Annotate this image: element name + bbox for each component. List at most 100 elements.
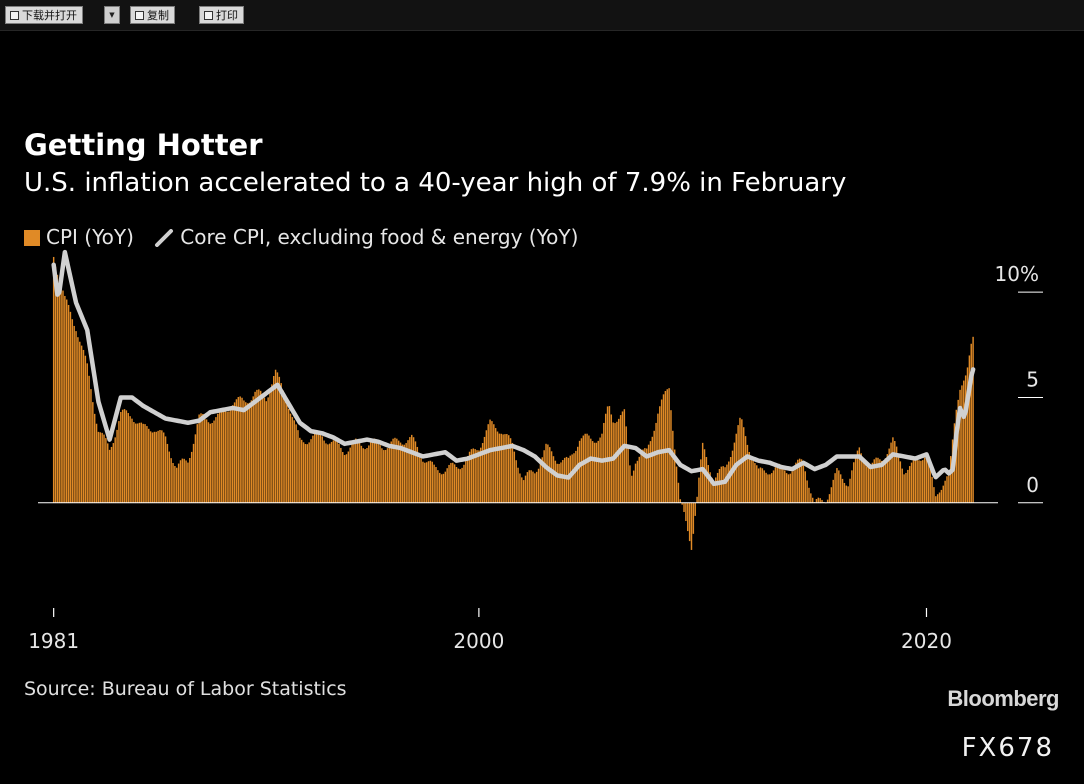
cpi-bar bbox=[153, 431, 156, 503]
cpi-bar bbox=[211, 422, 213, 503]
cpi-bar bbox=[334, 439, 336, 503]
cpi-bar bbox=[457, 468, 460, 503]
cpi-bar bbox=[701, 442, 704, 503]
cpi-bar bbox=[618, 418, 620, 503]
copy-button[interactable]: 复制 bbox=[130, 6, 175, 24]
cpi-bar bbox=[789, 473, 792, 503]
cpi-bar bbox=[830, 487, 833, 503]
cpi-bar bbox=[894, 441, 896, 503]
cpi-bar bbox=[388, 445, 391, 503]
cpi-bar bbox=[336, 440, 338, 503]
cpi-bar bbox=[867, 467, 870, 503]
cpi-bar bbox=[908, 466, 911, 503]
cpi-bar bbox=[455, 467, 458, 503]
cpi-bar bbox=[877, 457, 879, 503]
cpi-bar bbox=[204, 416, 206, 503]
cpi-bar bbox=[293, 420, 295, 503]
cpi-bar bbox=[498, 433, 501, 503]
cpi-bar bbox=[597, 440, 599, 503]
cpi-bar bbox=[836, 468, 838, 503]
cpi-bar bbox=[252, 396, 254, 503]
cpi-bar bbox=[273, 376, 275, 503]
cpi-bar bbox=[213, 420, 215, 503]
cpi-bar bbox=[409, 437, 411, 503]
cpi-bar bbox=[315, 431, 318, 503]
cpi-bar bbox=[54, 266, 57, 503]
cpi-bar bbox=[289, 413, 292, 503]
cpi-bar bbox=[875, 457, 877, 503]
cpi-bar bbox=[306, 444, 309, 503]
cpi-bar bbox=[646, 448, 648, 503]
cpi-bar bbox=[787, 474, 790, 503]
cpi-bar bbox=[198, 414, 200, 503]
cpi-bar bbox=[323, 440, 325, 503]
cpi-bar bbox=[785, 473, 788, 503]
cpi-bar bbox=[694, 502, 696, 516]
cpi-bar bbox=[69, 311, 72, 503]
cpi-bar bbox=[923, 457, 926, 503]
cpi-bar bbox=[834, 473, 836, 503]
cpi-bar bbox=[418, 452, 420, 503]
cpi-bar bbox=[480, 447, 482, 503]
cpi-bar bbox=[108, 449, 111, 503]
cpi-bar bbox=[606, 406, 609, 503]
source-note: Source: Bureau of Labor Statistics bbox=[24, 678, 347, 700]
cpi-bar bbox=[207, 422, 210, 503]
cpi-bar bbox=[287, 408, 290, 503]
cpi-bar bbox=[754, 463, 756, 503]
cpi-bar bbox=[860, 453, 862, 503]
cpi-bar bbox=[448, 464, 450, 503]
cpi-bar bbox=[772, 470, 775, 503]
cpi-bar bbox=[541, 457, 544, 503]
cpi-bar bbox=[912, 460, 915, 503]
cpi-bar bbox=[168, 451, 171, 503]
cpi-bar bbox=[508, 435, 510, 503]
cpi-bar bbox=[757, 468, 760, 503]
cpi-bar bbox=[330, 441, 333, 503]
cpi-bar bbox=[733, 442, 736, 503]
cpi-bar bbox=[97, 431, 100, 503]
cpi-bar bbox=[140, 422, 143, 503]
download-open-button[interactable]: 下载并打开 bbox=[5, 6, 83, 24]
cpi-bar bbox=[56, 274, 59, 503]
cpi-bar bbox=[707, 465, 709, 503]
cpi-bar bbox=[782, 467, 784, 503]
cpi-bar bbox=[724, 467, 726, 503]
cpi-bar bbox=[349, 447, 351, 503]
cpi-bar bbox=[703, 449, 706, 503]
cpi-bar bbox=[679, 499, 682, 503]
cpi-bar bbox=[950, 456, 952, 503]
cpi-bar bbox=[373, 438, 376, 503]
cpi-bar bbox=[565, 456, 568, 503]
cpi-bar bbox=[368, 445, 370, 503]
cpi-bar bbox=[284, 397, 286, 503]
print-button[interactable]: 打印 bbox=[199, 6, 244, 24]
cpi-bar bbox=[948, 471, 950, 503]
cpi-bar bbox=[742, 427, 745, 503]
fx678-watermark: FX678 bbox=[961, 733, 1054, 763]
cpi-bar bbox=[884, 458, 887, 503]
cpi-bar bbox=[709, 472, 711, 503]
cpi-bar bbox=[631, 475, 633, 503]
cpi-bar bbox=[80, 345, 83, 503]
cpi-bar bbox=[394, 437, 396, 503]
cpi-bar bbox=[784, 470, 786, 503]
cpi-bar bbox=[314, 432, 316, 503]
cpi-bar bbox=[577, 446, 579, 503]
cpi-bar bbox=[511, 442, 514, 503]
cpi-bar bbox=[280, 383, 282, 503]
cpi-bar bbox=[200, 413, 202, 503]
y-tick-label: 0 bbox=[1026, 473, 1039, 497]
cpi-bar bbox=[522, 480, 525, 503]
cpi-bar bbox=[696, 496, 698, 503]
cpi-bar bbox=[586, 433, 588, 503]
cpi-bar bbox=[959, 389, 961, 503]
cpi-bar bbox=[683, 502, 685, 512]
cpi-bar bbox=[929, 468, 931, 503]
cpi-bar bbox=[698, 477, 700, 503]
cpi-bar bbox=[254, 391, 256, 503]
download-dropdown-caret[interactable]: ▼ bbox=[104, 6, 120, 24]
cpi-bar bbox=[369, 442, 372, 503]
cpi-bar bbox=[405, 443, 407, 503]
cpi-bar bbox=[854, 455, 857, 503]
